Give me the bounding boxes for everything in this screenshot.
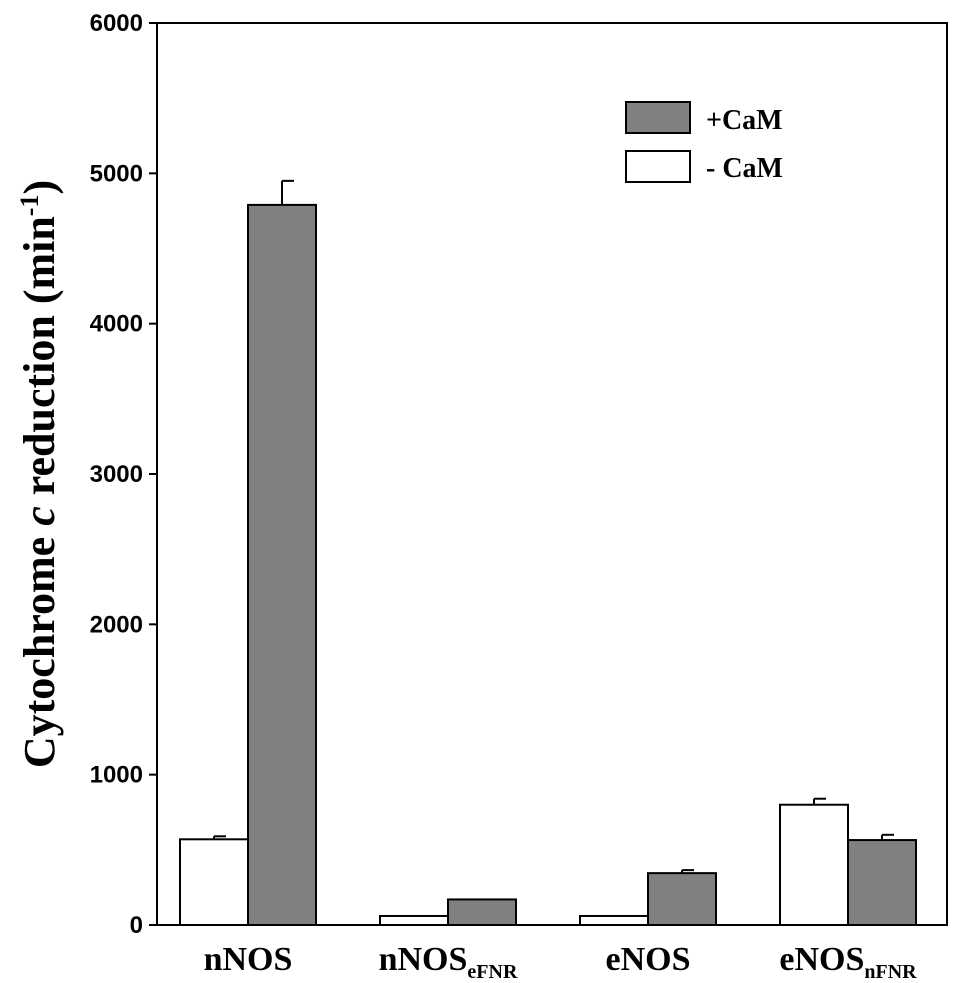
y-axis-label-sup: -1 [15, 195, 44, 217]
bar [579, 914, 649, 926]
y-tick-label: 4000 [90, 311, 143, 338]
legend-label-plus-cam: +CaM [706, 105, 783, 136]
y-tick-label: 0 [130, 912, 143, 939]
bar [447, 898, 517, 927]
y-tick-label: 5000 [90, 160, 143, 187]
bar [379, 914, 449, 926]
y-axis: 0 1000 2000 3000 4000 5000 6000 [90, 10, 157, 939]
x-axis-labels: nNOS nNOSeFNR eNOS eNOSnFNR [204, 941, 918, 983]
y-tick-label: 6000 [90, 10, 143, 37]
bar [779, 803, 849, 927]
bar [247, 203, 317, 927]
legend: +CaM - CaM [625, 101, 783, 184]
bars-group [179, 179, 917, 927]
y-tick-label: 1000 [90, 762, 143, 789]
y-tick-label: 2000 [90, 611, 143, 638]
bar [847, 839, 917, 926]
x-tick-label: eNOSnFNR [779, 941, 917, 983]
legend-swatch-minus-cam [625, 150, 691, 183]
y-axis-label-rest: reduction (min [15, 216, 64, 506]
bar [179, 838, 249, 926]
bar [647, 872, 717, 927]
y-axis-label-close: ) [15, 180, 64, 195]
x-tick-label: nNOS [204, 941, 293, 978]
x-tick-label: eNOS [606, 941, 691, 978]
legend-label-minus-cam: - CaM [706, 153, 783, 184]
y-tick-label: 3000 [90, 461, 143, 488]
x-tick-label: nNOSeFNR [379, 941, 518, 983]
y-axis-label: Cytochrome c reduction (min-1) [15, 180, 64, 768]
legend-swatch-plus-cam [625, 101, 691, 134]
y-axis-label-italic: c [15, 506, 64, 526]
y-axis-label-main: Cytochrome [15, 526, 64, 768]
